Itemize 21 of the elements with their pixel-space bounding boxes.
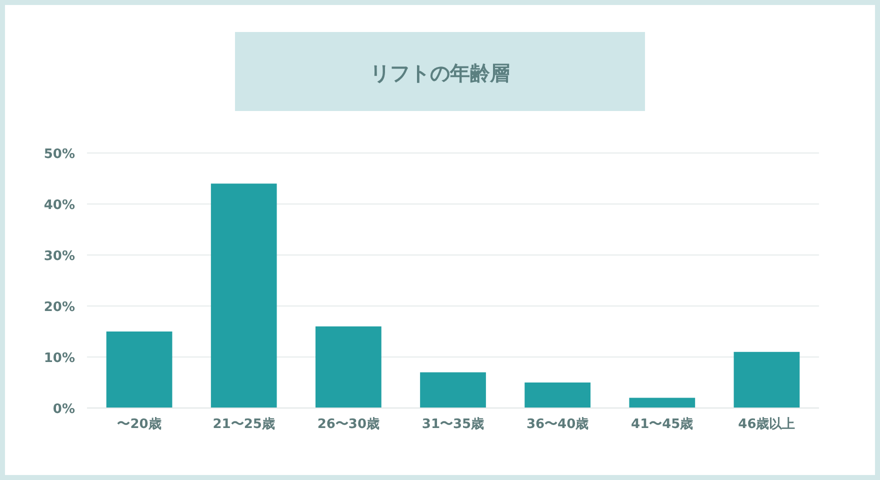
x-tick-label: 21〜25歳 (212, 417, 275, 432)
x-tick-label: 31〜35歳 (422, 417, 484, 432)
bar (524, 382, 591, 408)
x-tick-label: 46歳以上 (738, 417, 796, 432)
bar (210, 184, 277, 408)
x-tick-label: 〜20歳 (117, 417, 162, 432)
bar (734, 352, 800, 408)
y-tick-label: 10% (44, 351, 75, 366)
x-tick-label: 26〜30歳 (317, 417, 380, 432)
bar (106, 332, 172, 408)
y-tick-label: 40% (44, 198, 75, 213)
bar (315, 326, 382, 408)
x-tick-label: 36〜40歳 (526, 417, 589, 432)
chart-title: リフトの年齢層 (370, 61, 510, 85)
y-tick-label: 0% (52, 402, 75, 417)
y-tick-label: 20% (44, 300, 75, 315)
bar (420, 372, 486, 408)
x-tick-label: 41〜45歳 (631, 417, 694, 432)
bar (629, 398, 696, 408)
y-tick-label: 30% (44, 249, 75, 264)
y-tick-label: 50% (44, 147, 75, 162)
